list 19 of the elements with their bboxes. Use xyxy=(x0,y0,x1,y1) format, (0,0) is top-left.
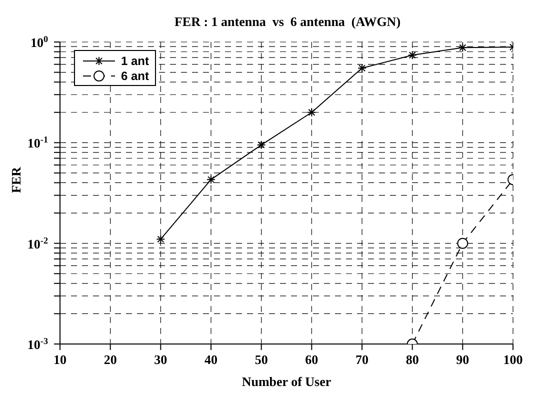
y-tick-label: 10$^{-1}$ xyxy=(27,134,48,151)
legend-label: 1 ant xyxy=(121,54,150,68)
y-tick-label: 10$^{-3}$ xyxy=(27,336,48,352)
chart-title: FER : 1 antenna vs 6 antenna (AWGN) xyxy=(174,14,401,29)
y-tick-label: 10$^{0}$ xyxy=(30,34,48,50)
y-tick-label: 10$^{-2}$ xyxy=(27,235,48,252)
x-tick-label: 50 xyxy=(254,352,268,367)
x-tick-label: 90 xyxy=(456,352,470,367)
x-tick-label: 80 xyxy=(406,352,419,367)
legend-label: 6 ant xyxy=(121,68,150,82)
x-tick-label: 60 xyxy=(305,352,318,367)
x-tick-label: 30 xyxy=(154,352,168,367)
x-tick-label: 20 xyxy=(104,352,117,367)
y-axis-title: FER xyxy=(8,166,24,193)
x-tick-label: 40 xyxy=(204,352,218,367)
x-axis-title: Number of User xyxy=(242,374,332,389)
x-tick-label: 10 xyxy=(54,352,66,367)
x-tick-label: 100 xyxy=(503,352,523,367)
x-tick-label: 70 xyxy=(356,352,368,367)
